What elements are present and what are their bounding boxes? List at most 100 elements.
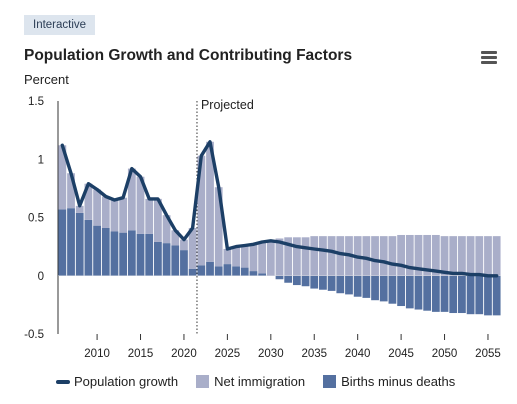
projected-annotation: Projected (201, 98, 254, 112)
births-minus-deaths-bar (336, 275, 345, 294)
x-tick-label: 2020 (171, 348, 197, 360)
net-immigration-bar (249, 244, 258, 272)
births-minus-deaths-bar (240, 267, 249, 276)
births-minus-deaths-bar (458, 275, 466, 314)
x-tick-label: 2015 (128, 348, 154, 360)
net-immigration-bar (475, 236, 484, 276)
legend-label-net-immigration: Net immigration (214, 374, 306, 389)
births-minus-deaths-bar (414, 275, 423, 310)
menu-bar (481, 61, 497, 64)
births-minus-deaths-bar (388, 275, 397, 304)
births-minus-deaths-bar (84, 219, 93, 276)
x-tick-label: 2025 (215, 348, 241, 360)
births-minus-deaths-bar (127, 230, 136, 276)
net-immigration-bar (458, 236, 466, 276)
births-minus-deaths-bar (258, 273, 267, 276)
net-immigration-bar (101, 196, 110, 228)
net-immigration-bar (93, 189, 101, 226)
net-immigration-bar (275, 238, 284, 276)
net-immigration-bar (362, 236, 371, 276)
net-immigration-bar (284, 237, 293, 276)
births-minus-deaths-bar (484, 275, 492, 316)
net-immigration-bar (431, 234, 440, 276)
net-immigration-bar (492, 236, 501, 276)
net-immigration-bar (397, 234, 406, 276)
legend-item-net-immigration[interactable]: Net immigration (196, 374, 305, 389)
net-immigration-bar (75, 205, 84, 213)
net-immigration-bar (67, 173, 75, 209)
births-minus-deaths-bar (171, 245, 180, 276)
births-minus-deaths-bar (319, 275, 327, 290)
births-minus-deaths-bar (110, 231, 119, 276)
population-growth-line (60, 140, 499, 278)
net-immigration-bar (127, 168, 136, 231)
x-tick-label: 2040 (345, 348, 371, 360)
births-minus-deaths-bar (449, 275, 458, 314)
net-immigration-bar (162, 215, 171, 244)
net-immigration-bar (145, 198, 154, 234)
legend-item-population-growth[interactable]: Population growth (56, 374, 178, 389)
net-immigration-bar (405, 234, 414, 276)
net-immigration-bar (319, 236, 327, 276)
net-immigration-bar (327, 236, 336, 276)
net-immigration-swatch (196, 375, 210, 388)
births-minus-deaths-bar (249, 271, 258, 276)
menu-bar (481, 51, 497, 54)
net-immigration-bar (371, 236, 379, 276)
net-immigration-bar (388, 236, 397, 276)
births-minus-deaths-bar (232, 266, 240, 276)
net-immigration-bar (84, 183, 93, 220)
menu-bar (481, 56, 497, 59)
net-immigration-bar (258, 241, 267, 274)
births-minus-deaths-bar (431, 275, 440, 312)
net-immigration-bar (240, 245, 249, 268)
legend-label-population-growth: Population growth (74, 374, 179, 389)
legend-item-births-minus-deaths[interactable]: Births minus deaths (323, 374, 455, 389)
births-minus-deaths-bar (284, 275, 293, 283)
births-minus-deaths-bar (58, 209, 67, 276)
births-minus-deaths-bar (345, 275, 353, 295)
hamburger-menu-icon[interactable] (481, 51, 497, 64)
net-immigration-bar (171, 230, 180, 246)
births-minus-deaths-bar (101, 227, 110, 276)
births-minus-deaths-bar (475, 275, 484, 315)
net-immigration-bar (110, 200, 119, 232)
births-minus-deaths-bar (188, 268, 197, 276)
births-minus-deaths-bar (371, 275, 379, 301)
births-minus-deaths-bar (292, 275, 301, 286)
births-minus-deaths-bar (93, 225, 101, 276)
births-minus-deaths-bar (67, 208, 75, 276)
x-tick-label: 2055 (475, 348, 501, 360)
births-minus-deaths-bar (119, 232, 128, 276)
population-growth-swatch (56, 379, 70, 384)
legend-label-births-minus-deaths: Births minus deaths (341, 374, 456, 389)
net-immigration-bar (301, 237, 310, 276)
net-immigration-bar (223, 248, 232, 265)
births-minus-deaths-bar (440, 275, 449, 312)
x-tick-label: 2035 (301, 348, 327, 360)
births-minus-deaths-bar (145, 233, 154, 276)
births-minus-deaths-bar (301, 275, 310, 287)
net-immigration-bar (440, 236, 449, 276)
births-minus-deaths-bar (223, 264, 232, 276)
births-minus-deaths-bar (310, 275, 319, 289)
births-minus-deaths-bar (162, 243, 171, 276)
net-immigration-bar (414, 234, 423, 276)
x-tick-label: 2050 (432, 348, 458, 360)
net-immigration-bar (206, 141, 214, 262)
net-immigration-bar (466, 236, 475, 276)
interactive-tag: Interactive (24, 15, 96, 35)
births-minus-deaths-bar (180, 250, 188, 276)
births-minus-deaths-bar (405, 275, 414, 309)
births-minus-deaths-bar (397, 275, 406, 307)
net-immigration-bar (292, 237, 301, 276)
net-immigration-bar (423, 234, 432, 276)
births-minus-deaths-bar (206, 261, 214, 276)
births-minus-deaths-bar (423, 275, 432, 311)
net-immigration-bar (180, 239, 188, 251)
y-axis-unit-label: Percent (24, 72, 69, 87)
births-minus-deaths-bar (492, 275, 501, 316)
x-tick-label: 2010 (84, 348, 110, 360)
net-immigration-bar (336, 236, 345, 276)
births-minus-deaths-swatch (323, 375, 337, 388)
